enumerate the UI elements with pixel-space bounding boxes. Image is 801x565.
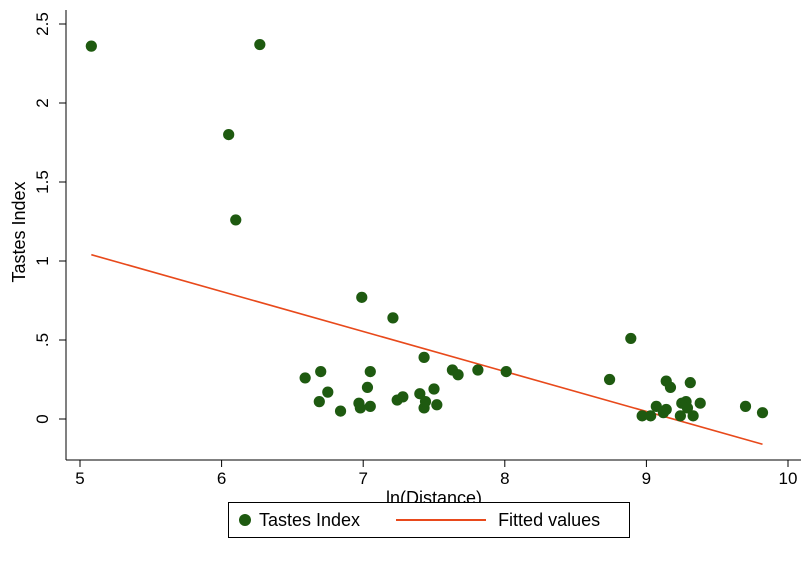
data-point [299, 372, 311, 384]
data-point [603, 373, 616, 386]
data-point [361, 381, 374, 393]
legend-item-tastes-index: Tastes Index [229, 510, 360, 531]
legend-label-fitted-values: Fitted values [498, 509, 601, 530]
data-point [739, 400, 752, 412]
x-tick-label: 8 [500, 469, 509, 488]
data-point [364, 366, 376, 378]
data-point [85, 40, 97, 52]
data-point [354, 402, 366, 414]
axes: 5 6 7 8 9 10 0 .5 1 1.5 2 2.5 [33, 10, 801, 488]
data-point [313, 396, 325, 408]
data-point [756, 407, 769, 419]
data-point [364, 400, 376, 412]
data-point [356, 291, 368, 303]
x-tick-label: 5 [75, 469, 84, 488]
data-point [681, 402, 694, 414]
data-point [387, 312, 399, 324]
y-tick-label: 1.5 [33, 170, 52, 194]
data-point [334, 405, 347, 417]
y-tick-label: 2.5 [33, 12, 52, 36]
x-tick-label: 9 [642, 469, 651, 488]
data-point [472, 364, 484, 376]
data-point [674, 410, 686, 422]
data-point [230, 214, 242, 226]
x-tick-label: 7 [358, 469, 367, 488]
data-point [428, 383, 440, 395]
data-point [315, 366, 327, 378]
y-tick-label: 0 [33, 414, 52, 423]
data-point [694, 397, 706, 409]
y-tick-label: 2 [33, 98, 52, 107]
data-point [625, 332, 637, 345]
data-point [636, 410, 648, 422]
data-point [684, 377, 696, 389]
y-axis-title: Tastes Index [9, 181, 29, 282]
legend: Tastes Index Fitted values [228, 502, 630, 538]
y-tick-label: 1 [33, 256, 52, 265]
x-tick-label: 6 [217, 469, 226, 488]
data-point [452, 369, 464, 381]
data-point [687, 410, 699, 422]
data-point [500, 366, 512, 378]
y-tick-label: .5 [33, 333, 52, 347]
x-tick-label: 10 [779, 469, 798, 488]
data-point [664, 381, 677, 393]
data-point [322, 386, 334, 398]
data-point [419, 396, 432, 408]
data-point [223, 129, 235, 141]
legend-marker-dot [239, 514, 251, 526]
data-point [431, 399, 443, 411]
data-point [254, 38, 266, 51]
points-layer [85, 38, 769, 422]
data-point [645, 410, 657, 422]
data-point [414, 388, 426, 400]
legend-marker-line [396, 519, 487, 521]
data-point [397, 391, 409, 403]
legend-item-fitted-values: Fitted values [360, 510, 600, 531]
data-point [660, 403, 672, 416]
legend-label-tastes-index: Tastes Index [259, 509, 361, 530]
data-point [418, 351, 430, 363]
